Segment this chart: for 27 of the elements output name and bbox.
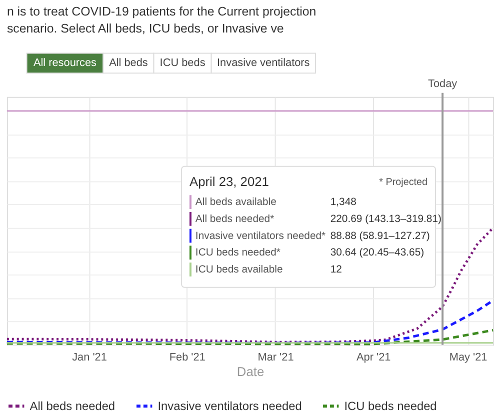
legend-label: Invasive ventilators needed [158, 399, 302, 414]
annotation: April 23, 2021 [189, 174, 269, 190]
annotation: 88.88 (58.91–127.27) [330, 230, 430, 242]
legend-label: ICU beds needed [344, 399, 437, 414]
annotation: Invasive ventilators needed* [195, 230, 326, 242]
text: All beds [109, 57, 148, 70]
annotation: 220.69 (143.13–319.81) [330, 214, 442, 225]
x-axis-title: Date [236, 364, 264, 380]
text: All resources [33, 57, 98, 70]
annotation: 1,348 [330, 197, 357, 208]
x-tick-label: Feb '21 [169, 351, 206, 364]
annotation: ICU beds available [195, 264, 283, 276]
x-tick-label: Apr '21 [356, 351, 391, 364]
x-tick-label: Mar '21 [258, 351, 294, 364]
annotation: All beds needed* [195, 214, 274, 225]
annotation: * Projected [379, 177, 428, 188]
text: ICU beds [160, 57, 206, 70]
annotation: All beds available [195, 197, 277, 208]
text: Invasive ventilators [217, 57, 310, 70]
annotation: 30.64 (20.45–43.65) [330, 248, 424, 259]
x-tick-label: May '21 [449, 351, 488, 364]
legend-label: All beds needed [30, 399, 116, 414]
x-tick-label: Jan '21 [72, 351, 107, 364]
annotation: 12 [330, 264, 342, 276]
annotation: ICU beds needed* [195, 248, 280, 259]
chart-subtitle: n is to treat COVID-19 patients for the Current projection scenario. Select All beds, ICU beds, or Invasive ve [6, 4, 316, 36]
ref-line-label: Today [428, 78, 458, 90]
